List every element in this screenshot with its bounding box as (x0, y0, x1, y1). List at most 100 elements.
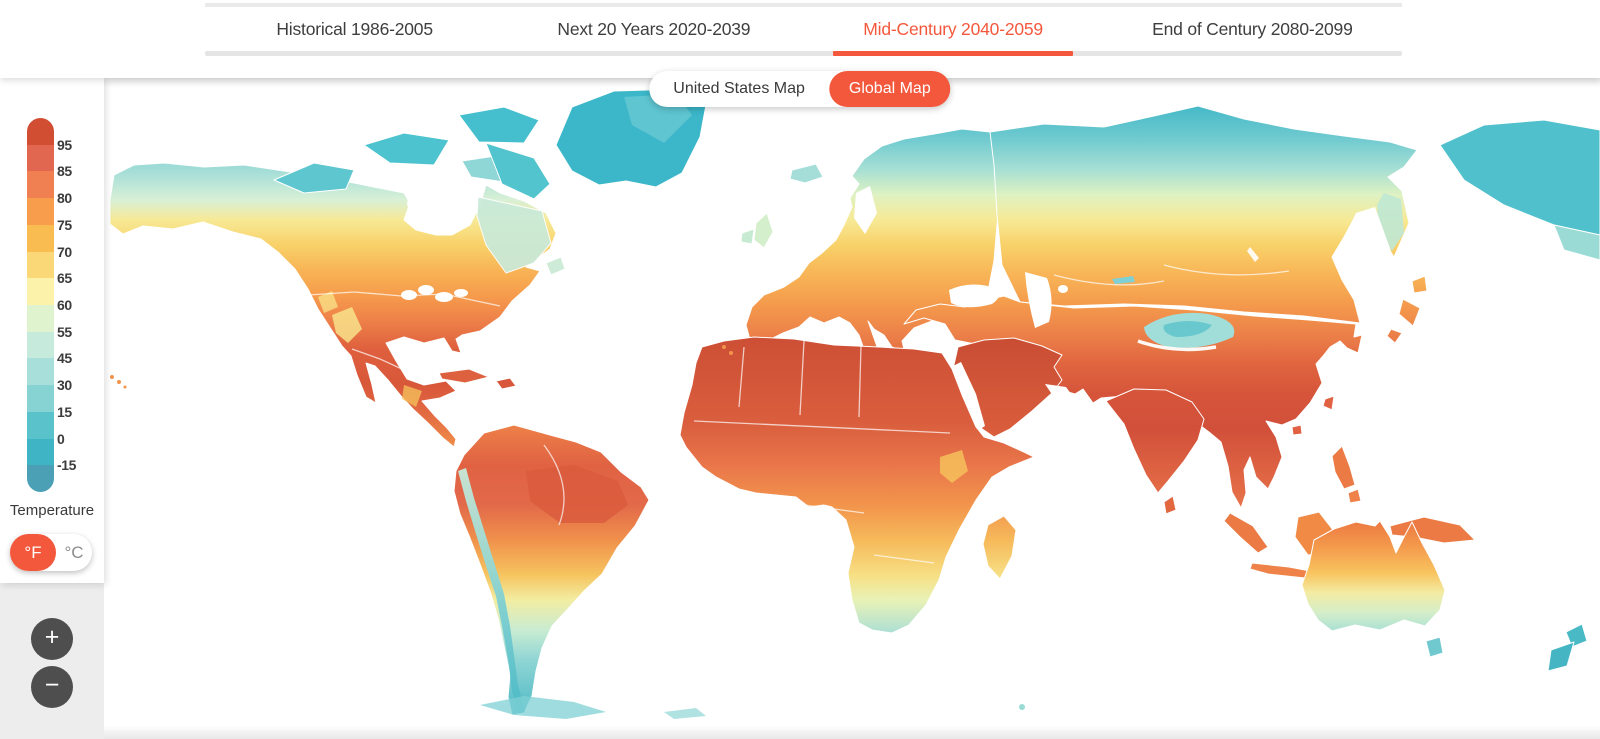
map-view-toggle: United States Map Global Map (649, 71, 951, 107)
australia (1301, 520, 1446, 632)
legend-tick-label: 30 (57, 377, 72, 394)
tab-end-of-century-2080-2099[interactable]: End of Century 2080-2099 (1152, 19, 1353, 39)
black-sea (949, 284, 999, 308)
colorbar-segment (27, 358, 54, 386)
sri-lanka (1163, 495, 1177, 515)
hawaii (117, 380, 121, 384)
hawaii (123, 385, 127, 389)
colorbar-segment (27, 251, 54, 279)
legend-tick-label: 65 (57, 270, 72, 287)
baltic-sea (854, 186, 877, 234)
new-zealand (1565, 623, 1588, 648)
colorbar-segment (27, 118, 54, 145)
tab-mid-century-2040-2059[interactable]: Mid-Century 2040-2059 (804, 7, 1103, 56)
legend-tick-label: -15 (57, 457, 77, 474)
rockies-patch (318, 291, 338, 313)
tasmania (1425, 636, 1444, 658)
ethiopia-patch (940, 450, 968, 483)
arctic-islands (458, 106, 540, 144)
new-zealand (1547, 641, 1575, 672)
siberia-east-edge (1439, 119, 1600, 236)
legend-tick-label: 85 (57, 163, 72, 180)
left-panel-background (0, 583, 104, 739)
siberia-east-edge (1553, 224, 1600, 261)
legend-tick-label: 75 (57, 216, 72, 233)
colorbar-segment (27, 438, 54, 466)
header: Historical 1986-2005 Next 20 Years 2020-2… (0, 0, 1600, 78)
cuba (438, 368, 490, 384)
legend-tick-label: 45 (57, 350, 72, 367)
persian-gulf (1045, 384, 1074, 398)
hudson-bay (407, 177, 472, 235)
himalaya-ridge (1137, 339, 1217, 352)
caspian-sea (1025, 272, 1052, 328)
legend-tick-label: 70 (57, 243, 72, 260)
colorbar-segment (27, 305, 54, 332)
time-period-tabs: Historical 1986-2005 Next 20 Years 2020-2… (205, 3, 1402, 56)
red-sea (949, 362, 985, 435)
siberia (989, 105, 1418, 324)
india (1105, 388, 1205, 494)
canary-islands (729, 351, 733, 355)
aral-sea (1058, 285, 1068, 293)
legend-tick-label: 15 (57, 403, 72, 420)
sumatra (1223, 512, 1269, 554)
legend-tick-label: 0 (57, 430, 65, 447)
zoom-controls: + − (31, 618, 73, 708)
country-borders (307, 264, 1290, 564)
canary-islands (722, 345, 726, 349)
tibet-core (1163, 321, 1212, 337)
temperature-scale-labels: 95 85 80 75 70 65 60 55 45 30 15 0 -15 (57, 118, 97, 492)
us-map-button[interactable]: United States Map (649, 71, 829, 107)
legend-title: Temperature (9, 502, 95, 519)
hawaii (110, 375, 114, 379)
newfoundland (545, 256, 566, 276)
baffin-island (485, 142, 551, 200)
ireland (740, 228, 755, 245)
colorbar-segment (27, 171, 54, 199)
madagascar (982, 515, 1017, 580)
celsius-button[interactable]: °C (56, 543, 92, 562)
colorbar-segment (27, 278, 54, 306)
colorbar-segment (27, 411, 54, 439)
world-map-svg (109, 88, 1600, 719)
hispaniola (495, 377, 517, 390)
legend-tick-label: 80 (57, 190, 72, 207)
colorbar-segment (27, 198, 54, 225)
unit-toggle: °F °C (10, 534, 92, 571)
legend-panel: 95 85 80 75 70 65 60 55 45 30 15 0 -15 Temperature °… (0, 78, 104, 583)
fahrenheit-button[interactable]: °F (10, 534, 56, 571)
legend-tick-label: 60 (57, 297, 72, 313)
japan (1398, 298, 1421, 327)
philippines (1347, 488, 1362, 504)
tab-next-20-years-2020-2039[interactable]: Next 20 Years 2020-2039 (557, 19, 751, 39)
zoom-in-button[interactable]: + (31, 618, 73, 660)
world-map[interactable] (104, 78, 1600, 739)
iceland (789, 163, 824, 184)
global-map-button[interactable]: Global Map (828, 71, 951, 107)
great-lakes (418, 285, 434, 295)
antarctica-fragment (480, 696, 606, 719)
hainan (1291, 424, 1303, 436)
colorbar-segment (27, 144, 54, 172)
arctic-islands (273, 162, 355, 194)
great-lakes (401, 290, 417, 300)
philippines (1331, 445, 1356, 490)
sea-of-okhotsk (1345, 207, 1391, 261)
colorbar-segment (27, 224, 54, 252)
colorbar-segment (27, 385, 54, 412)
tab-historical-1986-2005[interactable]: Historical 1986-2005 (276, 19, 433, 39)
legend-tick-label: 95 (57, 136, 72, 153)
rockies-patch (332, 307, 362, 343)
africa (679, 336, 1035, 634)
antarctica-fragment (1019, 704, 1025, 710)
mexico-patch (402, 385, 422, 407)
japan (1386, 328, 1403, 344)
zoom-out-button[interactable]: − (31, 666, 73, 708)
temperature-colorbar (27, 118, 54, 492)
lake-balkhash (1112, 276, 1135, 284)
quebec-cold-patch (476, 196, 552, 274)
great-lakes (454, 289, 468, 297)
andes-strip (458, 468, 525, 712)
